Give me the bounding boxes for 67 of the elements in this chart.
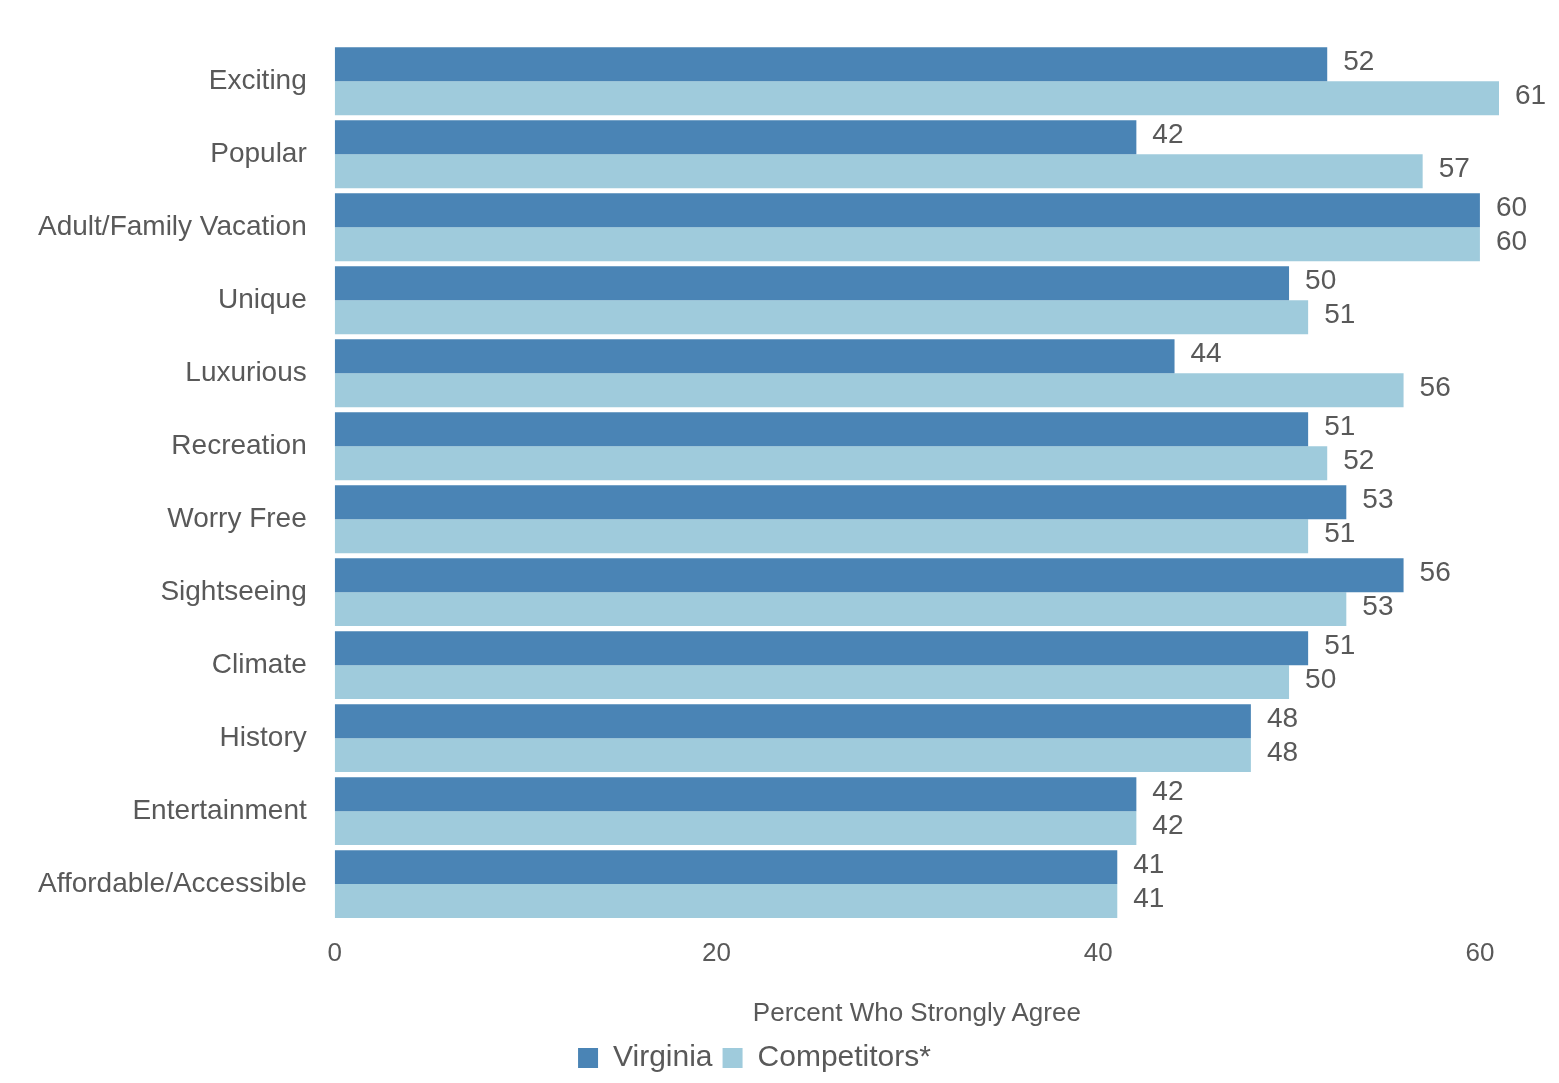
y-tick-label: Affordable/Accessible	[38, 866, 307, 898]
bar	[334, 592, 1347, 627]
bar	[334, 193, 1480, 228]
y-tick-label: Luxurious	[185, 355, 307, 387]
data-label: 50	[1305, 263, 1337, 295]
x-tick-label: 0	[327, 937, 342, 968]
data-label: 51	[1324, 516, 1356, 548]
data-label: 57	[1438, 151, 1470, 183]
y-tick-label: Worry Free	[167, 501, 307, 533]
y-tick-label: Adult/Family Vacation	[38, 209, 307, 241]
data-label: 42	[1152, 118, 1184, 150]
bar	[334, 47, 1328, 82]
data-label: 53	[1362, 482, 1394, 514]
bar	[334, 884, 1118, 919]
data-label: 42	[1152, 774, 1184, 806]
data-label: 60	[1495, 191, 1528, 223]
legend-label: Competitors*	[757, 1039, 932, 1073]
bar	[334, 704, 1251, 739]
data-label: 51	[1324, 628, 1356, 660]
bar	[334, 558, 1404, 593]
y-tick-label: Unique	[218, 282, 307, 314]
bar	[334, 227, 1480, 262]
bar	[334, 154, 1423, 189]
data-label: 51	[1324, 297, 1356, 329]
y-tick-label: Popular	[210, 136, 307, 168]
bar	[334, 519, 1309, 554]
bar	[334, 266, 1290, 301]
data-label: 61	[1515, 78, 1547, 110]
y-tick-label: Climate	[211, 647, 307, 679]
bar	[334, 339, 1175, 374]
bar	[334, 81, 1499, 116]
data-label: 48	[1266, 701, 1299, 733]
data-label: 41	[1133, 881, 1165, 913]
y-tick-label: Exciting	[208, 64, 307, 96]
data-label: 52	[1343, 45, 1375, 77]
bar	[334, 631, 1309, 666]
bar	[334, 850, 1118, 885]
bar	[334, 665, 1290, 700]
data-label: 42	[1152, 808, 1184, 840]
data-label: 44	[1190, 336, 1222, 368]
bar	[334, 446, 1328, 481]
bar	[334, 300, 1309, 335]
data-label: 56	[1419, 370, 1451, 402]
data-label: 41	[1133, 847, 1165, 879]
x-tick-label: 60	[1465, 937, 1495, 968]
bar	[334, 373, 1404, 408]
bar	[334, 777, 1137, 812]
data-label: 52	[1343, 443, 1375, 475]
bar	[334, 738, 1251, 773]
data-label: 53	[1362, 589, 1394, 621]
data-label: 60	[1495, 224, 1528, 256]
y-tick-label: Recreation	[171, 428, 307, 460]
data-label: 51	[1324, 409, 1356, 441]
x-axis-title: Percent Who Strongly Agree	[752, 996, 1081, 1027]
data-label: 50	[1305, 662, 1337, 694]
y-tick-label: Sightseeing	[160, 574, 307, 606]
data-label: 56	[1419, 555, 1451, 587]
bar	[334, 485, 1347, 520]
y-tick-label: Entertainment	[132, 793, 307, 825]
x-tick-label: 40	[1083, 937, 1113, 968]
data-label: 48	[1266, 735, 1299, 767]
bar	[334, 811, 1137, 846]
legend-label: Virginia	[613, 1039, 713, 1073]
y-tick-label: History	[219, 720, 307, 752]
bar	[334, 412, 1309, 447]
bar	[334, 120, 1137, 155]
x-tick-label: 20	[702, 937, 731, 968]
